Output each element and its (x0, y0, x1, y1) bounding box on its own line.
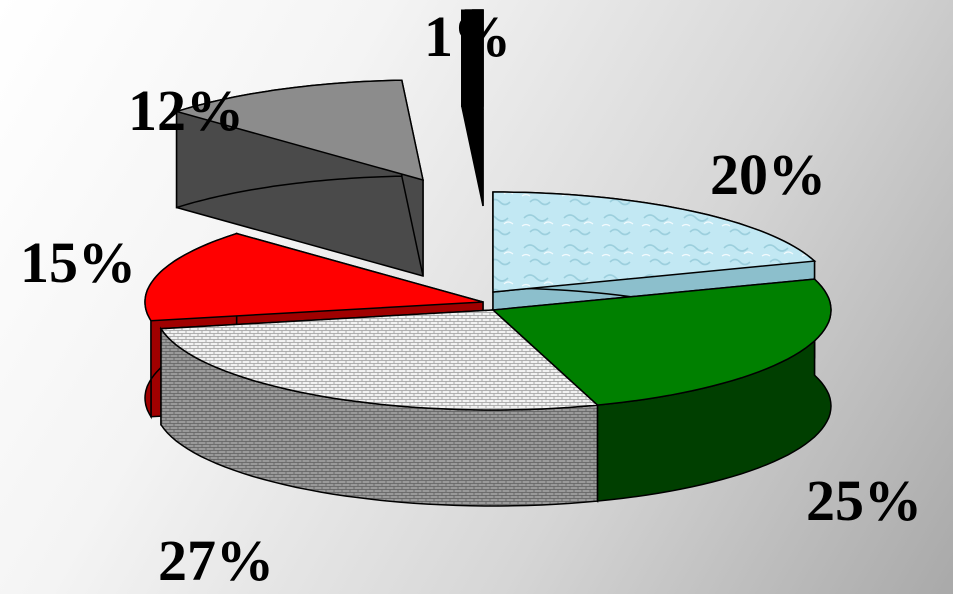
pie-slice-27 (159, 308, 600, 507)
pie-slice-1 (460, 9, 484, 207)
slice-label-12: 12% (128, 78, 244, 143)
slice-label-27: 27% (158, 528, 274, 593)
slice-label-1: 1% (424, 4, 511, 69)
slice-label-20: 20% (710, 142, 826, 207)
slice-label-15: 15% (20, 230, 136, 295)
pie-slice-12 (173, 79, 424, 277)
slice-label-25: 25% (806, 468, 922, 533)
